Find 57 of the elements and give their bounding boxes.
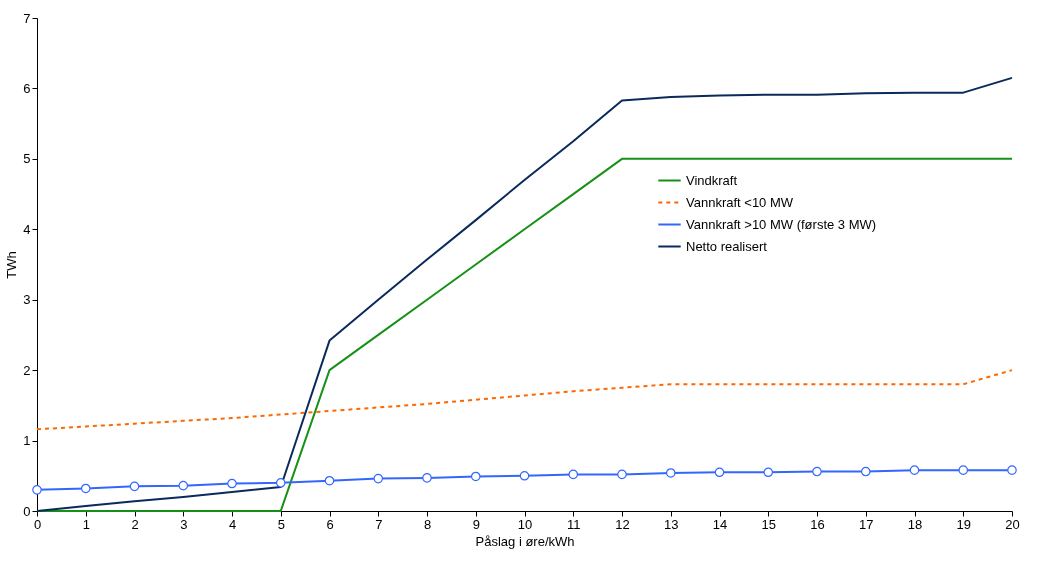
point bbox=[470, 471, 481, 482]
point bbox=[519, 471, 530, 481]
x-tick-label: 5 bbox=[277, 516, 285, 532]
x-tick-label: 14 bbox=[712, 516, 728, 532]
point bbox=[1007, 465, 1017, 475]
y-tick-label: 1 bbox=[23, 433, 31, 449]
point bbox=[958, 465, 969, 475]
point bbox=[275, 478, 286, 488]
point bbox=[178, 480, 189, 491]
y-tick-label: 5 bbox=[23, 151, 31, 167]
point bbox=[763, 467, 774, 478]
x-tick-label: 13 bbox=[664, 516, 679, 532]
point bbox=[714, 467, 725, 478]
x-axis-title: Påslag i øre/kWh bbox=[475, 533, 575, 549]
x-tick-label: 12 bbox=[615, 516, 630, 532]
x-tick-label: 18 bbox=[907, 516, 923, 532]
line-series bbox=[36, 369, 1013, 431]
point bbox=[32, 485, 42, 495]
legend-label: Vannkraft >10 MW (første 3 MW) bbox=[686, 216, 877, 232]
legend-label: Netto realisert bbox=[686, 238, 768, 254]
x-tick-label: 10 bbox=[517, 516, 533, 532]
point bbox=[812, 466, 822, 477]
x-tick-label: 16 bbox=[810, 516, 825, 532]
point bbox=[860, 466, 871, 477]
x-tick-label: 0 bbox=[33, 516, 42, 532]
x-tick-label: 15 bbox=[761, 516, 776, 532]
point bbox=[227, 478, 237, 489]
x-tick-label: 17 bbox=[859, 516, 874, 532]
x-tick-label: 20 bbox=[1005, 516, 1020, 532]
y-tick-label: 0 bbox=[23, 503, 31, 519]
y-tick-label: 2 bbox=[23, 362, 31, 378]
x-tick-label: 9 bbox=[472, 516, 480, 532]
x-tick-label: 19 bbox=[956, 516, 971, 532]
x-tick-label: 11 bbox=[567, 516, 581, 532]
legend-label: Vindkraft bbox=[686, 172, 738, 188]
x-tick-label: 2 bbox=[131, 516, 139, 532]
legend-label: Vannkraft <10 MW bbox=[686, 194, 794, 210]
point bbox=[422, 473, 432, 483]
y-tick-label: 3 bbox=[23, 292, 31, 308]
point bbox=[909, 465, 920, 475]
point bbox=[80, 483, 91, 494]
y-axis-title: TWh bbox=[4, 251, 20, 279]
y-tick-label: 4 bbox=[23, 221, 31, 237]
point bbox=[129, 481, 140, 492]
x-tick-label: 7 bbox=[375, 516, 383, 532]
y-tick-label: 7 bbox=[23, 10, 31, 26]
x-tick-label: 1 bbox=[82, 516, 90, 532]
y-tick-label: 6 bbox=[23, 80, 31, 96]
point bbox=[665, 468, 676, 478]
point bbox=[324, 475, 335, 486]
x-tick-label: 4 bbox=[228, 516, 237, 532]
point bbox=[568, 469, 579, 480]
point bbox=[617, 469, 627, 480]
x-tick-label: 3 bbox=[180, 516, 188, 532]
point bbox=[373, 473, 384, 484]
x-tick-label: 8 bbox=[423, 516, 432, 532]
x-tick-label: 6 bbox=[326, 516, 334, 532]
